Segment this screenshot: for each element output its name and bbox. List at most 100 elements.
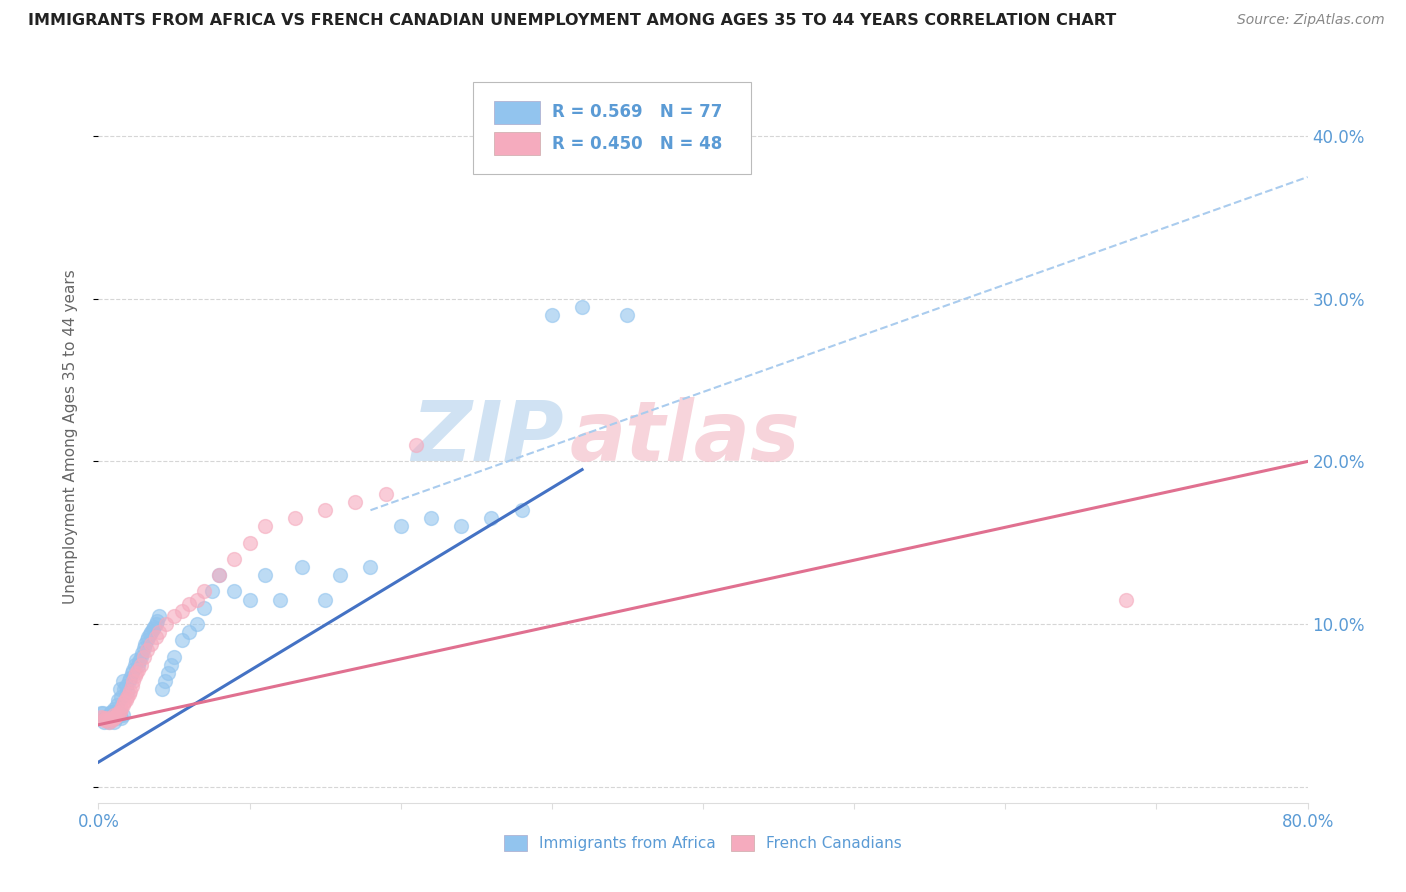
Point — [148, 608, 170, 623]
Point — [131, 646, 153, 660]
Point — [291, 560, 314, 574]
Point — [145, 617, 167, 632]
Bar — [494, 132, 540, 155]
Point — [163, 649, 186, 664]
Point — [170, 604, 193, 618]
Point — [239, 535, 262, 549]
Point — [156, 665, 179, 680]
Point — [186, 592, 208, 607]
Point — [103, 701, 125, 715]
Point — [98, 714, 121, 729]
Point — [96, 711, 118, 725]
Point — [104, 711, 127, 725]
Point — [329, 568, 352, 582]
Point — [107, 693, 129, 707]
Point — [481, 511, 503, 525]
Point — [136, 630, 159, 644]
Point — [179, 598, 201, 612]
Point — [208, 568, 231, 582]
Point — [155, 617, 177, 632]
Point — [389, 519, 412, 533]
Point — [103, 711, 125, 725]
Point — [540, 308, 562, 322]
Point — [96, 713, 118, 727]
Point — [510, 503, 533, 517]
Point — [284, 511, 307, 525]
Point — [193, 584, 215, 599]
Point — [110, 711, 132, 725]
Point — [110, 690, 132, 705]
Y-axis label: Unemployment Among Ages 35 to 44 years: Unemployment Among Ages 35 to 44 years — [63, 269, 77, 605]
Point — [114, 679, 136, 693]
Point — [145, 630, 167, 644]
Point — [98, 708, 121, 723]
Point — [110, 701, 132, 715]
Point — [94, 709, 117, 723]
Point — [1115, 592, 1137, 607]
Text: atlas: atlas — [569, 397, 800, 477]
Text: R = 0.450   N = 48: R = 0.450 N = 48 — [551, 135, 723, 153]
Point — [115, 690, 138, 705]
Point — [186, 617, 208, 632]
Point — [127, 657, 149, 672]
Point — [118, 673, 141, 688]
Point — [111, 708, 134, 723]
Point — [224, 552, 246, 566]
Point — [132, 641, 155, 656]
Point — [111, 698, 134, 713]
Point — [148, 625, 170, 640]
Point — [129, 657, 152, 672]
Point — [153, 673, 176, 688]
Point — [374, 487, 396, 501]
Point — [150, 681, 173, 696]
Point — [124, 657, 146, 672]
Point — [170, 633, 193, 648]
Point — [134, 636, 156, 650]
Point — [101, 713, 124, 727]
Text: ZIP: ZIP — [412, 397, 564, 477]
Legend: Immigrants from Africa, French Canadians: Immigrants from Africa, French Canadians — [498, 830, 908, 857]
Point — [108, 705, 131, 719]
Point — [91, 711, 114, 725]
Point — [141, 625, 163, 640]
Point — [253, 519, 276, 533]
FancyBboxPatch shape — [474, 82, 751, 174]
Point — [616, 308, 638, 322]
Point — [122, 663, 145, 677]
Point — [101, 709, 124, 723]
Point — [122, 673, 145, 688]
Point — [94, 711, 117, 725]
Point — [120, 671, 142, 685]
Point — [142, 622, 165, 636]
Point — [132, 649, 155, 664]
Bar — [494, 101, 540, 124]
Point — [104, 705, 127, 719]
Point — [112, 681, 135, 696]
Point — [360, 560, 382, 574]
Point — [208, 568, 231, 582]
Point — [107, 708, 129, 723]
Point — [114, 693, 136, 707]
Point — [93, 713, 115, 727]
Point — [100, 711, 122, 725]
Point — [193, 600, 215, 615]
Point — [112, 695, 135, 709]
Point — [571, 300, 593, 314]
Point — [103, 714, 125, 729]
Point — [125, 665, 148, 680]
Point — [141, 636, 163, 650]
Point — [98, 714, 121, 729]
Point — [135, 643, 157, 657]
Point — [239, 592, 262, 607]
Point — [105, 708, 128, 723]
Point — [100, 705, 122, 719]
Point — [124, 669, 146, 683]
Point — [314, 592, 336, 607]
Point — [90, 709, 112, 723]
Point — [103, 708, 125, 723]
Text: Source: ZipAtlas.com: Source: ZipAtlas.com — [1237, 13, 1385, 28]
Point — [179, 625, 201, 640]
Point — [115, 685, 138, 699]
Point — [105, 709, 128, 723]
Text: IMMIGRANTS FROM AFRICA VS FRENCH CANADIAN UNEMPLOYMENT AMONG AGES 35 TO 44 YEARS: IMMIGRANTS FROM AFRICA VS FRENCH CANADIA… — [28, 13, 1116, 29]
